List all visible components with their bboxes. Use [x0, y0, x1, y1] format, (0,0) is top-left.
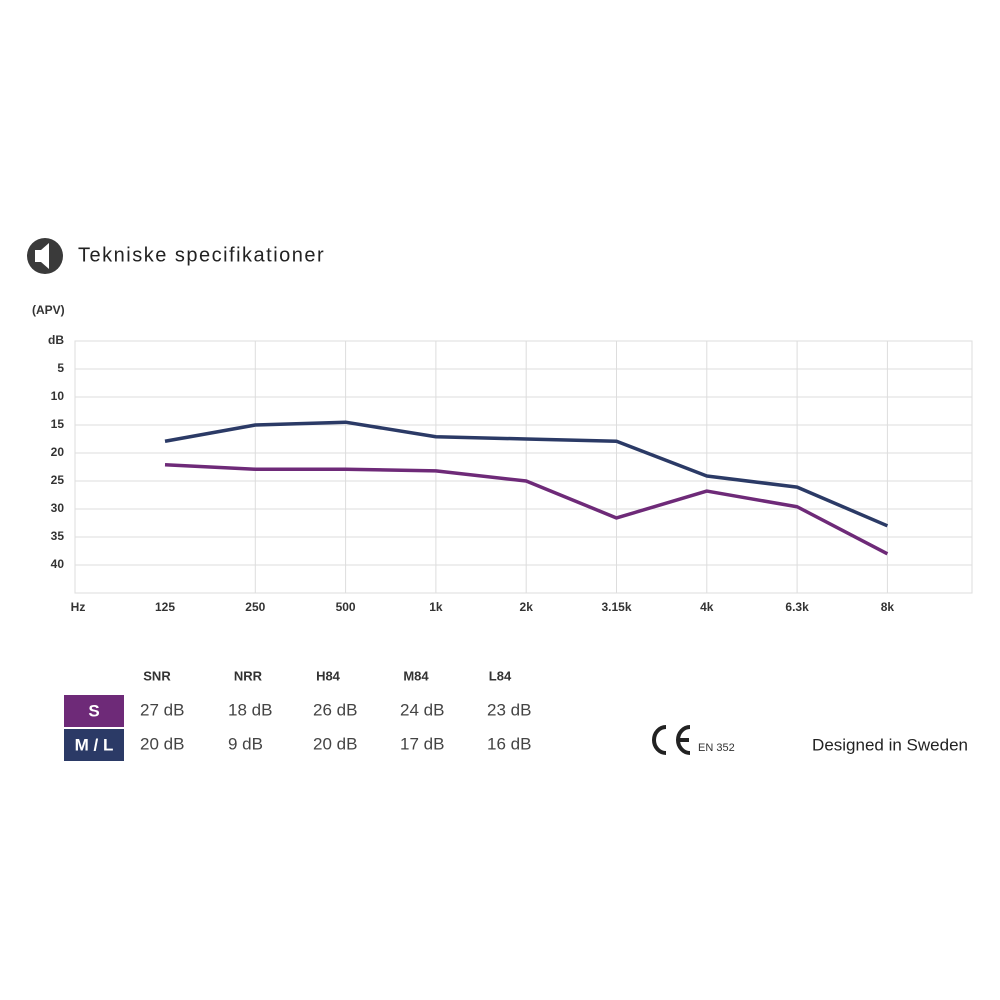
y-tick-label: 5 [57, 361, 64, 375]
table-cell: 16 dB [487, 734, 531, 753]
series-line [164, 420, 889, 528]
table-cell: 18 dB [228, 700, 272, 719]
x-tick-label: 1k [429, 600, 443, 614]
y-tick-label: 35 [51, 529, 65, 543]
y-tick-label: dB [48, 333, 64, 347]
standard: EN 352 [698, 742, 735, 754]
row-label: S [88, 701, 99, 720]
y-tick-label: 20 [51, 445, 65, 459]
x-tick-label: 250 [245, 600, 265, 614]
table-cell: 23 dB [487, 700, 531, 719]
speaker-icon [27, 238, 63, 274]
table-cell: 27 dB [140, 700, 184, 719]
x-tick-label: 4k [700, 600, 714, 614]
x-tick-label: 500 [336, 600, 356, 614]
x-tick-label: 2k [520, 600, 534, 614]
x-axis-label: Hz [71, 600, 86, 614]
table-cell: 17 dB [400, 734, 444, 753]
row-badge [64, 695, 124, 727]
series-line [164, 463, 889, 556]
column-header: NRR [234, 668, 263, 683]
ce-mark [652, 725, 691, 755]
tagline: Designed in Sweden [812, 735, 968, 754]
table-cell: 24 dB [400, 700, 444, 719]
row-badge [64, 729, 124, 761]
y-tick-label: 15 [51, 417, 65, 431]
column-header: M84 [403, 668, 429, 683]
column-header: SNR [143, 668, 171, 683]
column-header: L84 [489, 668, 512, 683]
y-axis-label: (APV) [32, 303, 65, 317]
x-tick-label: 3.15k [601, 600, 631, 614]
table-cell: 20 dB [313, 734, 357, 753]
row-label: M / L [75, 735, 114, 754]
table-cell: 9 dB [228, 734, 263, 753]
y-tick-label: 40 [51, 557, 65, 571]
y-tick-label: 25 [51, 473, 65, 487]
column-header: H84 [316, 668, 341, 683]
x-tick-label: 6.3k [785, 600, 809, 614]
x-tick-label: 125 [155, 600, 175, 614]
y-tick-label: 10 [51, 389, 65, 403]
page-title: Tekniske specifikationer [78, 244, 325, 266]
table-cell: 20 dB [140, 734, 184, 753]
y-tick-label: 30 [51, 501, 65, 515]
table-cell: 26 dB [313, 700, 357, 719]
x-tick-label: 8k [881, 600, 895, 614]
